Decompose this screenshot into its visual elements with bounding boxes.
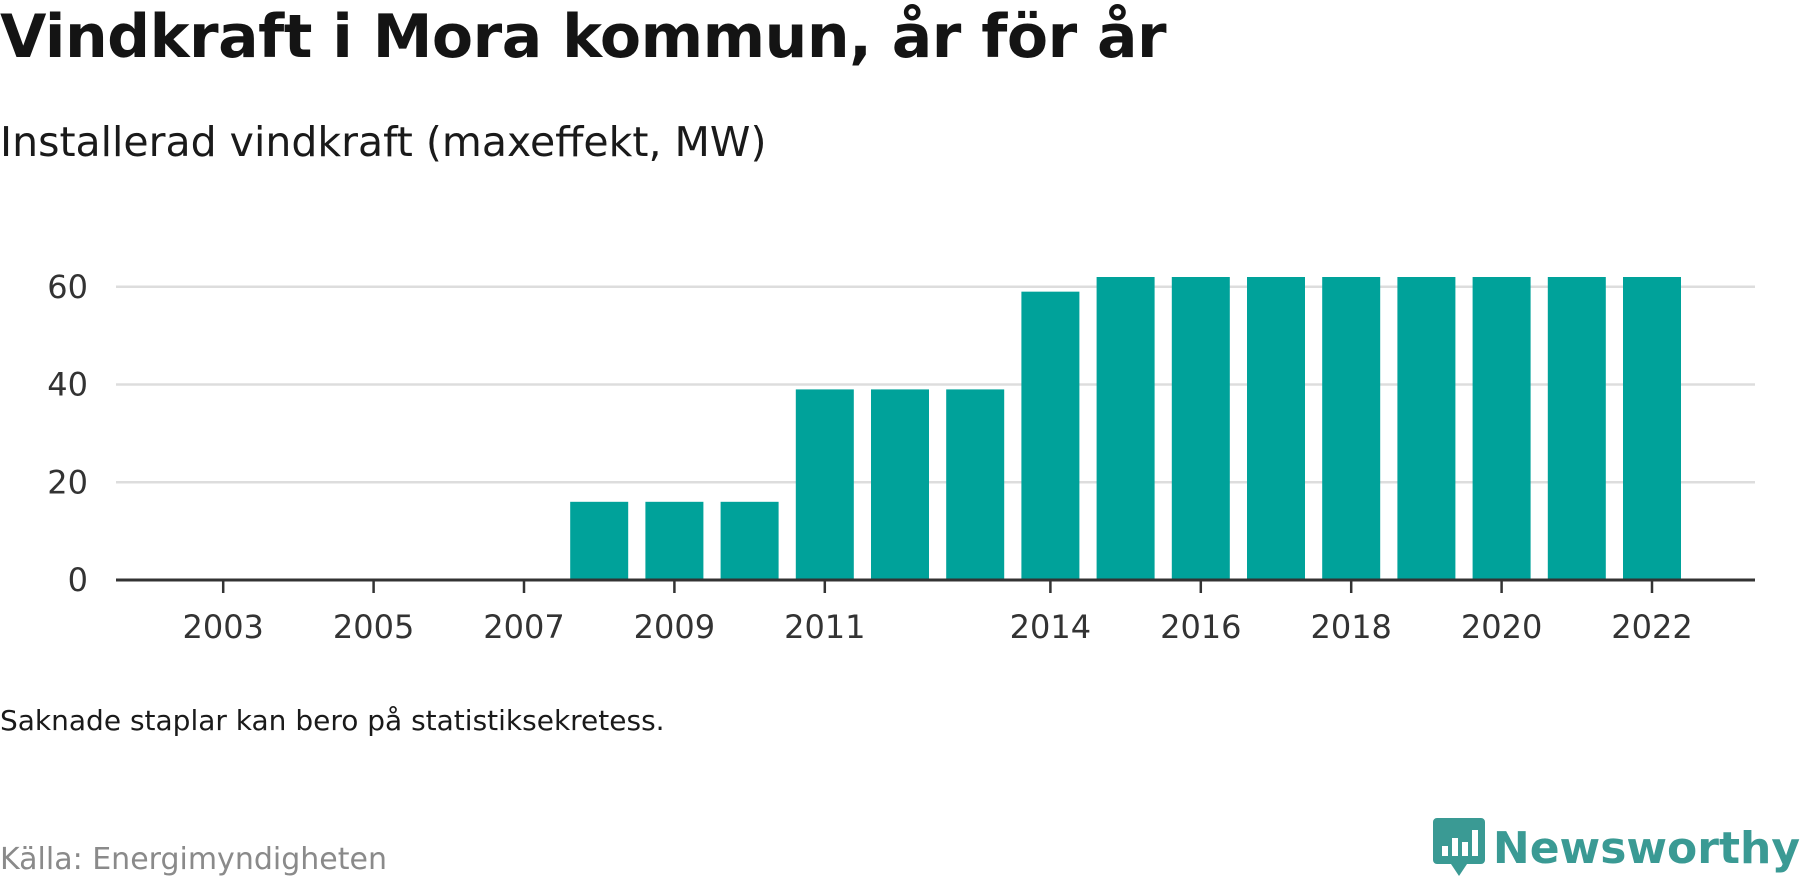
y-tick-label: 20 [47, 463, 88, 501]
x-tick-label: 2020 [1461, 608, 1542, 646]
bar-2017 [1247, 277, 1305, 580]
brand-logo: Newsworthy [1432, 818, 1800, 878]
source-label: Källa: Energimyndigheten [0, 842, 387, 877]
brand-name: Newsworthy [1492, 822, 1800, 874]
bar-2018 [1322, 277, 1381, 580]
chart-subtitle: Installerad vindkraft (maxeffekt, MW) [0, 118, 767, 166]
bar-2012 [871, 389, 929, 580]
x-tick-label: 2014 [1010, 608, 1091, 646]
x-tick-label: 2005 [333, 608, 414, 646]
bar-2022 [1623, 277, 1681, 580]
x-tick-label: 2022 [1611, 608, 1692, 646]
bar-2011 [795, 389, 854, 580]
bar-2009 [645, 501, 704, 580]
bar-2015 [1096, 277, 1155, 580]
bar-2010 [720, 501, 779, 580]
chart-note: Saknade staplar kan bero på statistiksek… [0, 704, 665, 737]
x-tick-label: 2003 [182, 608, 263, 646]
bar-chart: 0 20 40 60 2003 2005 2007 2009 2011 2014 2016 2018… [47, 268, 1755, 646]
y-tick-label: 60 [47, 268, 88, 306]
bar-2013 [946, 389, 1005, 580]
bar-2008 [570, 501, 629, 580]
x-tick-label: 2016 [1160, 608, 1241, 646]
bar-2020 [1472, 277, 1531, 580]
x-tick-label: 2018 [1310, 608, 1391, 646]
bars [570, 277, 1681, 580]
x-tick-label: 2011 [784, 608, 865, 646]
bar-2019 [1397, 277, 1456, 580]
chart-title: Vindkraft i Mora kommun, år för år [0, 2, 1167, 72]
bar-2021 [1547, 277, 1606, 580]
x-tick-label: 2007 [483, 608, 564, 646]
bar-2014 [1021, 291, 1080, 580]
newsworthy-logo-icon [1432, 818, 1485, 876]
x-tick-label: 2009 [634, 608, 715, 646]
x-axis-ticks: 2003 2005 2007 2009 2011 2014 2016 2018 2020 2022 [182, 580, 1693, 646]
y-axis-ticks: 0 20 40 60 [47, 268, 88, 599]
y-tick-label: 40 [47, 366, 88, 404]
bar-2016 [1171, 277, 1230, 580]
y-tick-label: 0 [68, 561, 88, 599]
